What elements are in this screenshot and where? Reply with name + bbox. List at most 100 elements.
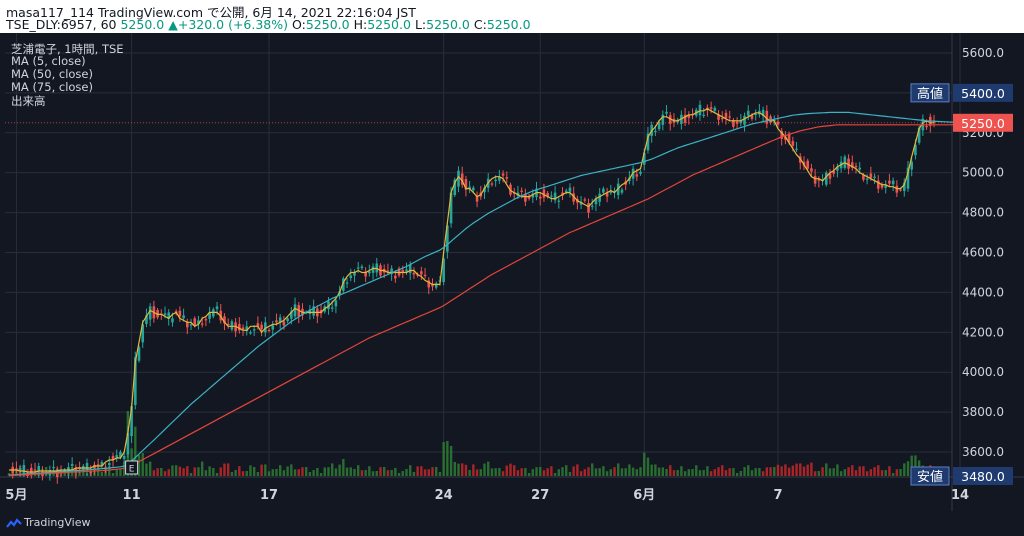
- candle-body: [475, 195, 479, 202]
- volume-bar: [390, 470, 393, 476]
- candle-body: [312, 306, 315, 316]
- volume-bar: [167, 469, 170, 476]
- tradingview-logo-icon: [6, 518, 22, 528]
- volume-bar: [163, 471, 167, 476]
- candle-body: [709, 107, 713, 109]
- candle-body: [468, 186, 471, 189]
- volume-bar: [338, 464, 341, 476]
- candle-body: [434, 283, 438, 288]
- volume-bar: [383, 467, 386, 476]
- volume-bar: [739, 471, 743, 476]
- y-tick-label: 4400.0: [962, 285, 1004, 299]
- candle-body: [137, 347, 141, 361]
- price-chart-svg[interactable]: 3600.0 3800.0 4000.0 4200.0 4400.0 4600.0 4800…: [0, 33, 1024, 511]
- candle-body: [405, 269, 408, 272]
- candle-body: [249, 332, 252, 334]
- volume-bar: [360, 470, 364, 476]
- candle-body: [420, 271, 423, 275]
- candle-body: [145, 315, 148, 324]
- candle-body: [661, 114, 665, 125]
- volume-bar: [316, 468, 319, 476]
- volume-bar: [769, 467, 772, 476]
- candle-body: [702, 114, 705, 117]
- candle-body: [713, 107, 717, 111]
- candle-body: [598, 193, 601, 202]
- candle-body: [609, 191, 613, 193]
- volume-bar: [152, 470, 156, 476]
- candle-body: [126, 433, 130, 455]
- candle-body: [862, 175, 865, 180]
- x-tick-label: 5月: [5, 488, 27, 503]
- candle-body: [494, 179, 497, 182]
- volume-bar: [323, 467, 326, 476]
- volume-bar: [449, 446, 453, 476]
- candle-body: [806, 160, 809, 169]
- volume-bar: [275, 469, 278, 476]
- candle-body: [524, 194, 527, 202]
- volume-bar: [111, 473, 115, 476]
- candle-body: [683, 114, 687, 123]
- candle-body: [553, 192, 557, 201]
- candle-body: [96, 464, 100, 466]
- candle-body: [111, 456, 115, 461]
- candle-body: [483, 187, 486, 193]
- volume-bar: [761, 471, 765, 476]
- candle-body: [520, 190, 523, 192]
- volume-bar: [587, 467, 590, 476]
- volume-bar: [513, 465, 516, 476]
- volume-bar: [145, 463, 148, 476]
- volume-bar: [371, 471, 375, 476]
- volume-bar: [754, 468, 757, 476]
- candle-body: [605, 192, 609, 197]
- candle-body: [728, 116, 731, 118]
- volume-bar: [290, 464, 293, 476]
- ohlc-line: TSE_DLY:6957, 60 5250.0 ▲+320.0 (+6.38%)…: [6, 17, 531, 32]
- last-price-marker-value-box: [953, 113, 1013, 132]
- candle-body: [754, 113, 757, 116]
- volume-bar: [828, 468, 832, 476]
- candle-body: [854, 165, 858, 168]
- volume-bar: [204, 470, 208, 476]
- volume-bar: [672, 470, 676, 476]
- candle-body: [654, 130, 657, 132]
- candle-body: [360, 266, 364, 269]
- volume-bar: [628, 464, 631, 476]
- candle-body: [765, 110, 769, 124]
- volume-bar: [156, 468, 159, 476]
- volume-bar: [773, 467, 776, 476]
- candle-body: [895, 185, 899, 193]
- volume-bar: [732, 468, 735, 476]
- volume-bar: [706, 466, 709, 476]
- volume-bar: [899, 469, 902, 476]
- candle-body: [200, 323, 204, 325]
- candle-body: [646, 133, 650, 151]
- volume-bar: [858, 466, 861, 476]
- candle-body: [345, 282, 349, 284]
- last-price: 5250.0: [120, 17, 165, 32]
- volume-bar: [617, 463, 620, 476]
- volume-bar: [356, 465, 360, 476]
- volume-bar: [895, 469, 899, 476]
- high-marker-value: 5400.0: [961, 86, 1005, 101]
- chart-pane[interactable]: 3600.0 3800.0 4000.0 4200.0 4400.0 4600.0 4800…: [0, 33, 1024, 511]
- candle-body: [568, 187, 572, 192]
- last-price-marker-value: 5250.0: [961, 116, 1005, 131]
- volume-bar: [397, 473, 401, 476]
- volume-bar: [579, 471, 583, 476]
- volume-bar: [197, 467, 200, 476]
- volume-bar: [650, 464, 653, 476]
- candle-body: [472, 187, 475, 191]
- candle-body: [594, 198, 598, 205]
- candle-body: [457, 170, 460, 187]
- volume-bar: [888, 466, 891, 476]
- candle-body: [888, 180, 891, 184]
- volume-bar: [386, 470, 390, 476]
- candle-body: [501, 173, 505, 176]
- volume-bar: [914, 455, 917, 476]
- volume-bar: [412, 472, 416, 476]
- candle-body: [587, 203, 590, 213]
- candle-body: [226, 323, 230, 326]
- volume-bar: [334, 468, 338, 476]
- brand-label: TradingView: [24, 516, 91, 529]
- candle-body: [290, 311, 293, 319]
